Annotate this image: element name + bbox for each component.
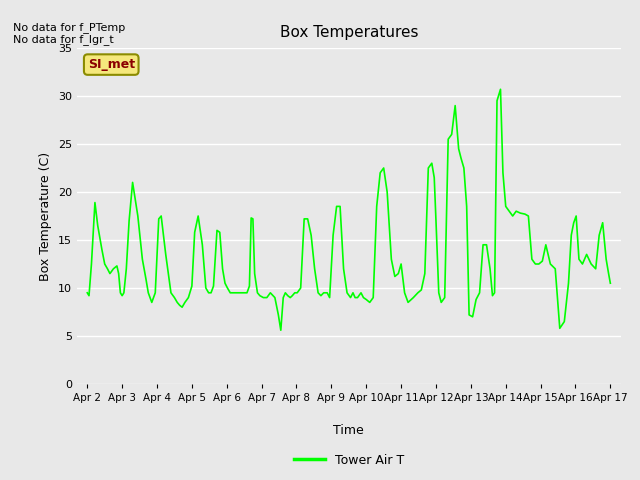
Text: SI_met: SI_met	[88, 58, 135, 71]
Text: No data for f_PTemp: No data for f_PTemp	[13, 22, 125, 33]
Y-axis label: Box Temperature (C): Box Temperature (C)	[39, 151, 52, 281]
Text: No data for f_lgr_t: No data for f_lgr_t	[13, 34, 113, 45]
X-axis label: Time: Time	[333, 424, 364, 437]
Title: Box Temperatures: Box Temperatures	[280, 25, 418, 40]
Legend: Tower Air T: Tower Air T	[289, 449, 409, 472]
